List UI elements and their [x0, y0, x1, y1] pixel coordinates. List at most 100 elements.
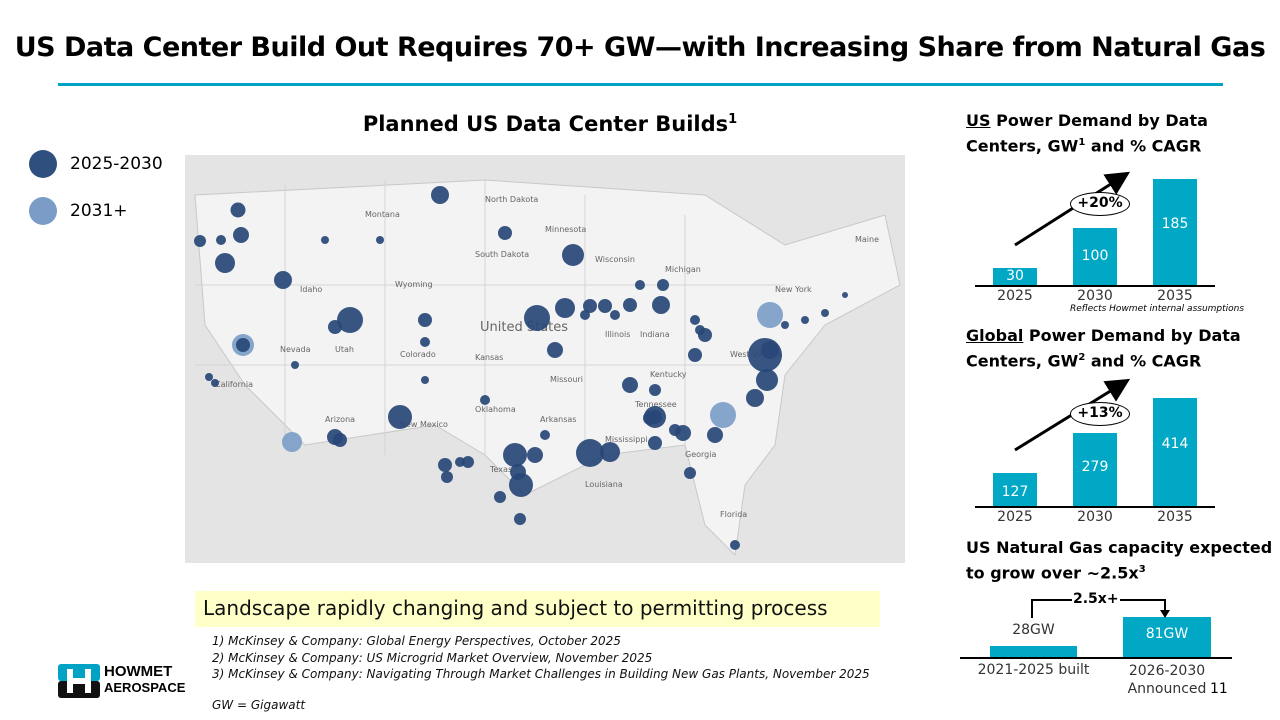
- x-tick-label: 2030: [1077, 288, 1113, 304]
- footnote-ref: 2: [1078, 352, 1086, 363]
- data-center-bubble: [756, 369, 778, 391]
- data-center-bubble: [652, 296, 670, 314]
- data-center-bubble: [695, 325, 705, 335]
- title-part: and % CAGR: [1085, 136, 1202, 156]
- data-center-bubble: [688, 348, 702, 362]
- x-axis: [975, 506, 1215, 508]
- x-axis: [975, 285, 1215, 287]
- logo-text: HOWMET AEROSPACE: [104, 664, 185, 696]
- data-center-bubble: [498, 226, 512, 240]
- data-center-bubble: [527, 447, 543, 463]
- data-center-bubble: [509, 473, 533, 497]
- map-state-label: California: [215, 380, 253, 389]
- bar-2026-2030-announced: 81GW: [1123, 617, 1211, 657]
- map-state-label: North Dakota: [485, 195, 539, 204]
- title-part: Centers, GW: [966, 351, 1079, 371]
- data-center-bubble: [282, 432, 302, 452]
- bar-2035: 414: [1153, 398, 1197, 506]
- map-state-label: Louisiana: [585, 480, 623, 489]
- map-background: [194, 179, 901, 557]
- data-center-bubble: [540, 430, 550, 440]
- gw-note: GW = Gigawatt: [212, 698, 306, 712]
- map-state-label: Michigan: [665, 265, 701, 274]
- x-axis: [960, 657, 1232, 659]
- gas-capacity-chart: 28GW 81GW 2021-2025 built 2026-2030 Announc…: [960, 590, 1240, 700]
- data-center-bubble: [524, 305, 550, 331]
- x-tick-label: 2025: [997, 509, 1033, 525]
- x-tick-label: 2025: [997, 288, 1033, 304]
- map-state-label: Wisconsin: [595, 255, 635, 264]
- map-state-label: Florida: [720, 510, 748, 519]
- map-state-label: Indiana: [640, 330, 670, 339]
- data-center-bubble: [438, 458, 452, 472]
- bar-2035: 185: [1153, 179, 1197, 285]
- footnote-ref: 3: [1138, 564, 1146, 575]
- data-center-bubble: [376, 236, 384, 244]
- data-center-bubble: [388, 405, 412, 429]
- footnote-2: 2) McKinsey & Company: US Microgrid Mark…: [212, 651, 653, 665]
- data-center-bubble: [710, 402, 736, 428]
- title-underlined: Global: [966, 326, 1024, 345]
- data-center-bubble: [648, 436, 662, 450]
- bar-2025: 30: [993, 267, 1037, 285]
- data-center-bubble: [684, 467, 696, 479]
- data-center-bubble: [580, 310, 590, 320]
- gas-capacity-title: US Natural Gas capacity expected to grow …: [966, 537, 1272, 584]
- global-demand-chart: 127 2025 279 2030 414 2035 +13%: [975, 378, 1215, 535]
- data-center-bubble: [236, 338, 250, 352]
- data-center-bubble: [547, 342, 563, 358]
- legend-label: 2025-2030: [70, 154, 163, 174]
- data-center-bubble: [328, 320, 342, 334]
- map-state-label: Kentucky: [650, 370, 687, 379]
- map-title: Planned US Data Center Builds1: [330, 112, 770, 136]
- data-center-bubble: [274, 271, 292, 289]
- data-center-bubble: [291, 361, 299, 369]
- legend-dot-2025-2030: [29, 150, 57, 178]
- map-state-label: Minnesota: [545, 225, 587, 234]
- data-center-bubble: [562, 244, 584, 266]
- title-part: Power Demand by Data: [990, 111, 1208, 130]
- data-center-bubble: [781, 321, 789, 329]
- data-center-bubble: [555, 298, 575, 318]
- data-center-bubble: [441, 471, 453, 483]
- data-center-bubble: [583, 299, 597, 313]
- data-center-bubble: [455, 457, 465, 467]
- data-center-bubble: [690, 315, 700, 325]
- x-tick-label: 2021-2025 built: [977, 662, 1090, 678]
- map-state-label: Georgia: [685, 450, 717, 459]
- data-center-bubble: [333, 433, 347, 447]
- growth-annotation: 2.5x+: [1073, 591, 1119, 607]
- data-center-bubble: [821, 309, 829, 317]
- map-state-label: Arizona: [325, 415, 356, 424]
- map-state-label: Nevada: [280, 345, 311, 354]
- title-part: and % CAGR: [1085, 351, 1202, 371]
- data-center-bubble: [233, 227, 249, 243]
- us-demand-chart: 30 2025 100 2030 185 2035 +20% Reflects Howmet …: [975, 170, 1244, 320]
- map-state-label: Missouri: [550, 375, 583, 384]
- logo-line1: HOWMET: [104, 663, 173, 680]
- map-state-label: Arkansas: [540, 415, 577, 424]
- logo-mark-icon: [58, 664, 100, 698]
- data-center-bubble: [211, 379, 219, 387]
- data-center-bubble: [610, 310, 620, 320]
- map-state-label: Kansas: [475, 353, 504, 362]
- x-tick-label: 2035: [1157, 288, 1193, 304]
- x-tick-label: 2030: [1077, 509, 1113, 525]
- data-center-bubble: [321, 236, 329, 244]
- chart-note: Reflects Howmet internal assumptions: [1070, 304, 1245, 314]
- map-state-label: Mississippi: [605, 435, 648, 444]
- data-center-bubble: [494, 491, 506, 503]
- footnote-ref: 1: [1078, 137, 1086, 148]
- bar-2025: 127: [993, 472, 1037, 506]
- data-center-bubble: [657, 279, 669, 291]
- data-center-bubble: [623, 298, 637, 312]
- data-center-bubble: [675, 425, 691, 441]
- us-demand-title: US Power Demand by Data Centers, GW1 and …: [966, 110, 1208, 157]
- bar-2030: 279: [1073, 433, 1117, 506]
- map-state-label: Montana: [365, 210, 400, 219]
- map-state-label: Colorado: [400, 350, 436, 359]
- growth-bracket-icon: [1031, 599, 1170, 618]
- x-tick-label: 2035: [1157, 509, 1193, 525]
- page-number: 11: [1210, 681, 1228, 697]
- map-state-label: Texas: [490, 465, 513, 474]
